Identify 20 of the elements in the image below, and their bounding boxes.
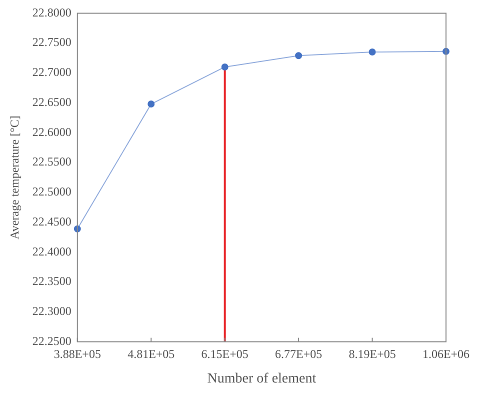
y-tick-label: 22.4500	[32, 214, 72, 228]
y-axis-title: Average temperature [°C]	[7, 116, 22, 240]
y-tick-label: 22.5500	[32, 154, 72, 169]
y-tick-label: 22.6500	[32, 94, 72, 109]
y-tick-label: 22.8000	[32, 5, 72, 20]
y-tick-label: 22.4000	[32, 244, 72, 258]
x-tick-label: 1.06E+06	[422, 347, 470, 362]
x-axis-title: Number of element	[207, 371, 316, 386]
x-tick-label: 6.77E+05	[275, 347, 322, 362]
x-tick-label: 8.19E+05	[348, 347, 396, 362]
x-tick-label: 6.15E+05	[201, 347, 248, 362]
y-tick-label: 22.5000	[32, 184, 72, 199]
y-tick-label: 22.2500	[32, 334, 72, 348]
x-tick-label: 3.88E+05	[54, 347, 101, 362]
x-tick-label: 4.81E+05	[128, 347, 175, 362]
y-tick-label: 22.3500	[32, 274, 72, 288]
y-tick-label: 22.7000	[32, 65, 72, 80]
y-tick-label: 22.7500	[32, 35, 72, 50]
y-tick-label: 22.6000	[32, 124, 72, 139]
y-tick-label: 22.3000	[32, 304, 72, 318]
